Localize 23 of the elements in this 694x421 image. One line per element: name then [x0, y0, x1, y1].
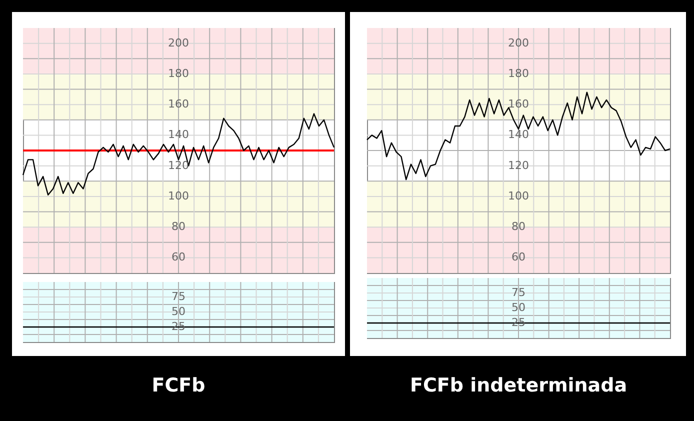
y-tick-label: 120	[168, 158, 189, 172]
y-tick-label: 75	[172, 290, 186, 303]
text: FCFb	[152, 374, 206, 396]
y-tick-label: 75	[512, 286, 526, 299]
y-tick-label: 200	[508, 36, 529, 50]
y-tick-label: 60	[172, 250, 186, 264]
y-tick-label: 160	[168, 98, 189, 111]
y-tick-label: 60	[512, 250, 526, 264]
line-series	[366, 92, 671, 180]
y-tick-label: 140	[168, 128, 189, 142]
y-tick-label: 140	[508, 128, 529, 142]
y-tick-label: 200	[168, 36, 189, 50]
text: FCFb indeterminada	[410, 374, 628, 396]
y-tick-label: 50	[512, 301, 526, 314]
y-tick-label: 120	[508, 158, 529, 172]
y-tick-label: 100	[168, 189, 189, 202]
y-tick-label: 80	[512, 220, 526, 234]
y-tick-label: 50	[172, 305, 186, 318]
y-tick-label: 100	[508, 189, 529, 202]
y-tick-label: 180	[508, 66, 529, 80]
y-tick-label: 180	[168, 66, 189, 80]
y-tick-label: 160	[508, 98, 529, 111]
y-tick-label: 80	[172, 220, 186, 234]
